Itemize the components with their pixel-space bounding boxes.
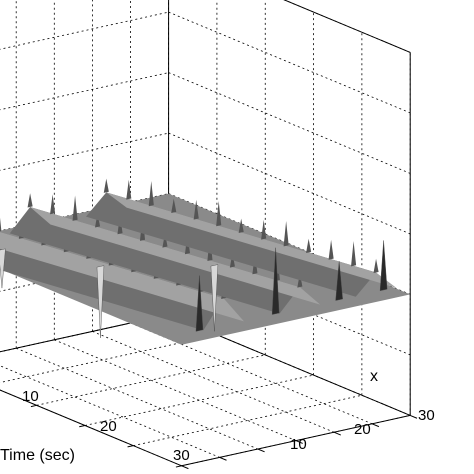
ridge-tooth: [283, 221, 289, 247]
ridge-tooth: [94, 213, 101, 228]
time-tick-label: 30: [173, 447, 190, 464]
tick-labels: 10 20 30 10 20 30: [22, 388, 435, 464]
grid-line: [0, 132, 169, 171]
ridge-face-light: [30, 206, 321, 305]
time-tick-label: 10: [22, 388, 39, 405]
grid-line: [0, 0, 169, 2]
x-tick-mark: [219, 456, 227, 461]
grid-line: [54, 339, 297, 441]
x-tick-mark: [371, 423, 380, 428]
ridge-tooth: [297, 273, 303, 288]
ridge-tooth: [328, 239, 334, 260]
ridge-tooth: [27, 193, 33, 208]
spike: [0, 248, 6, 289]
grid-line: [168, 314, 411, 416]
x-tick-mark: [410, 414, 418, 419]
x-tick-mark: [181, 465, 189, 470]
ridge-tooth: [238, 218, 244, 233]
ridge-tooth: [103, 178, 109, 193]
ridge-face-light: [106, 192, 397, 288]
grid-line: [0, 365, 220, 458]
grid-line: [133, 394, 362, 447]
grid-line: [0, 389, 182, 467]
time-tick-label: 20: [100, 418, 117, 435]
ridge-tooth: [148, 180, 154, 207]
ridge-tooth: [171, 198, 177, 213]
grid-line: [16, 347, 258, 450]
ridge-face-dark: [85, 192, 377, 297]
box-edge: [0, 0, 169, 2]
time-tick-mark: [30, 404, 37, 408]
grid-line: [168, 193, 411, 295]
box-edge: [283, 0, 411, 53]
spike: [271, 247, 280, 315]
x-tick-mark: [295, 440, 303, 444]
x-tick-label: 30: [418, 407, 435, 424]
ridge-tooth: [72, 195, 78, 221]
ridge-face-light: [0, 231, 244, 322]
ridge-tooth: [162, 233, 168, 248]
ridge-tooth: [373, 258, 379, 274]
spike: [96, 265, 105, 338]
grid-line: [92, 331, 335, 433]
grid-line: [84, 374, 314, 426]
ridge-tooth: [126, 179, 132, 200]
grid-line: [168, 72, 411, 174]
ridge-tooth: [193, 199, 199, 220]
x-tick-mark: [333, 431, 341, 436]
grid-line: [181, 415, 411, 467]
grid-line: [283, 0, 411, 53]
ridge-tooth: [229, 253, 235, 268]
ridge-tooth: [50, 194, 56, 215]
ridge-tooth: [0, 217, 2, 232]
grid-line: [0, 72, 169, 111]
ridge-tooth: [306, 238, 312, 254]
time-tick-mark: [127, 445, 134, 448]
spike: [379, 240, 388, 291]
spike: [210, 264, 219, 332]
x-tick-label: 20: [354, 421, 371, 438]
time-tick-mark: [79, 424, 86, 428]
grid-line: [36, 354, 266, 406]
grid-line: [0, 11, 169, 50]
surface: [0, 178, 411, 345]
y-axis-label: Time (sec): [0, 447, 75, 464]
spike: [195, 275, 204, 332]
grid-line: [168, 132, 411, 235]
x-axis-label: x: [370, 368, 378, 385]
time-tick-mark: [175, 465, 182, 468]
spike: [335, 261, 343, 301]
x-tick-label: 10: [290, 436, 307, 453]
ridge-tooth: [261, 219, 267, 240]
ridge-tooth: [216, 200, 222, 227]
ridge-tooth: [351, 241, 357, 267]
x-tick-mark: [257, 448, 265, 453]
grid-line: [168, 11, 411, 114]
grid-line: [130, 322, 373, 425]
